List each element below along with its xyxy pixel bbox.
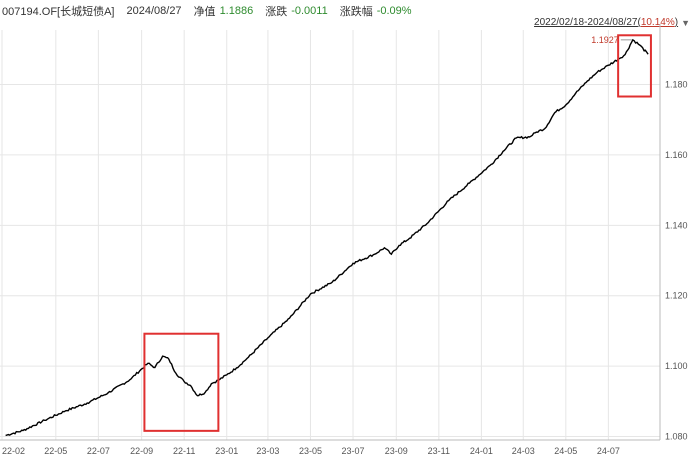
x-tick-label: 22-02 bbox=[2, 446, 25, 456]
highlight-box bbox=[617, 34, 652, 98]
y-tick-label: 1.140 bbox=[665, 220, 688, 230]
x-tick-label: 23-03 bbox=[256, 446, 279, 456]
grid bbox=[0, 30, 660, 440]
y-tick-label: 1.100 bbox=[665, 361, 688, 371]
x-tick-label: 22-05 bbox=[44, 446, 67, 456]
x-tick-label: 23-11 bbox=[428, 446, 450, 456]
x-tick-label: 22-09 bbox=[130, 446, 153, 456]
x-tick-label: 23-07 bbox=[342, 446, 365, 456]
x-tick-label: 24-01 bbox=[470, 446, 493, 456]
x-tick-label: 23-09 bbox=[385, 446, 408, 456]
x-tick-label: 24-07 bbox=[597, 446, 620, 456]
period-pct-close: ) bbox=[674, 17, 679, 28]
nav-value: 1.1886 bbox=[219, 5, 254, 17]
x-tick-label: 22-07 bbox=[87, 446, 110, 456]
period-range-selector[interactable]: 2022/02/18-2024/08/27(10.14%) ▼ bbox=[534, 17, 690, 28]
period-return: 10.14% bbox=[640, 17, 675, 28]
y-tick-label: 1.120 bbox=[665, 291, 688, 301]
change-pct-label: 涨跌幅 bbox=[339, 6, 373, 18]
nav-series-line bbox=[5, 38, 649, 437]
x-tick-label: 23-05 bbox=[299, 446, 322, 456]
period-range: 2022/02/18-2024/08/27 bbox=[534, 17, 638, 28]
x-tick-label: 24-05 bbox=[554, 446, 577, 456]
dropdown-triangle-icon[interactable]: ▼ bbox=[681, 17, 690, 28]
highlight-boxes bbox=[143, 34, 652, 432]
x-tick-label: 24-03 bbox=[512, 446, 535, 456]
x-tick-labels: 22-02 22-05 22-07 22-09 22-11 23-01 23-03 23-05… bbox=[2, 446, 620, 456]
fund-code: 007194.OF[长城短债A] bbox=[2, 6, 115, 18]
y-tick-labels: 1.080 1.100 1.120 1.140 1.160 1.180 bbox=[665, 80, 688, 442]
highlight-box bbox=[143, 332, 220, 432]
y-tick-label: 1.160 bbox=[665, 150, 688, 160]
nav-label: 净值 bbox=[193, 6, 216, 18]
change-label: 涨跌 bbox=[265, 6, 288, 18]
quote-date: 2024/08/27 bbox=[126, 5, 182, 17]
period-pct-open: ( bbox=[637, 17, 641, 28]
y-tick-label: 1.180 bbox=[665, 80, 688, 90]
fund-header: 007194.OF[长城短债A] 2024/08/27 净值 1.1886 涨跌… bbox=[2, 3, 412, 19]
change-value: -0.0011 bbox=[291, 5, 328, 17]
max-value-label: 1.1927 bbox=[591, 35, 619, 45]
x-tick-label: 23-01 bbox=[215, 446, 238, 456]
annotations: 1.1927 bbox=[591, 35, 632, 45]
change-pct-value: -0.09% bbox=[376, 5, 412, 17]
y-tick-label: 1.080 bbox=[665, 431, 688, 441]
x-tick-label: 22-11 bbox=[173, 446, 195, 456]
